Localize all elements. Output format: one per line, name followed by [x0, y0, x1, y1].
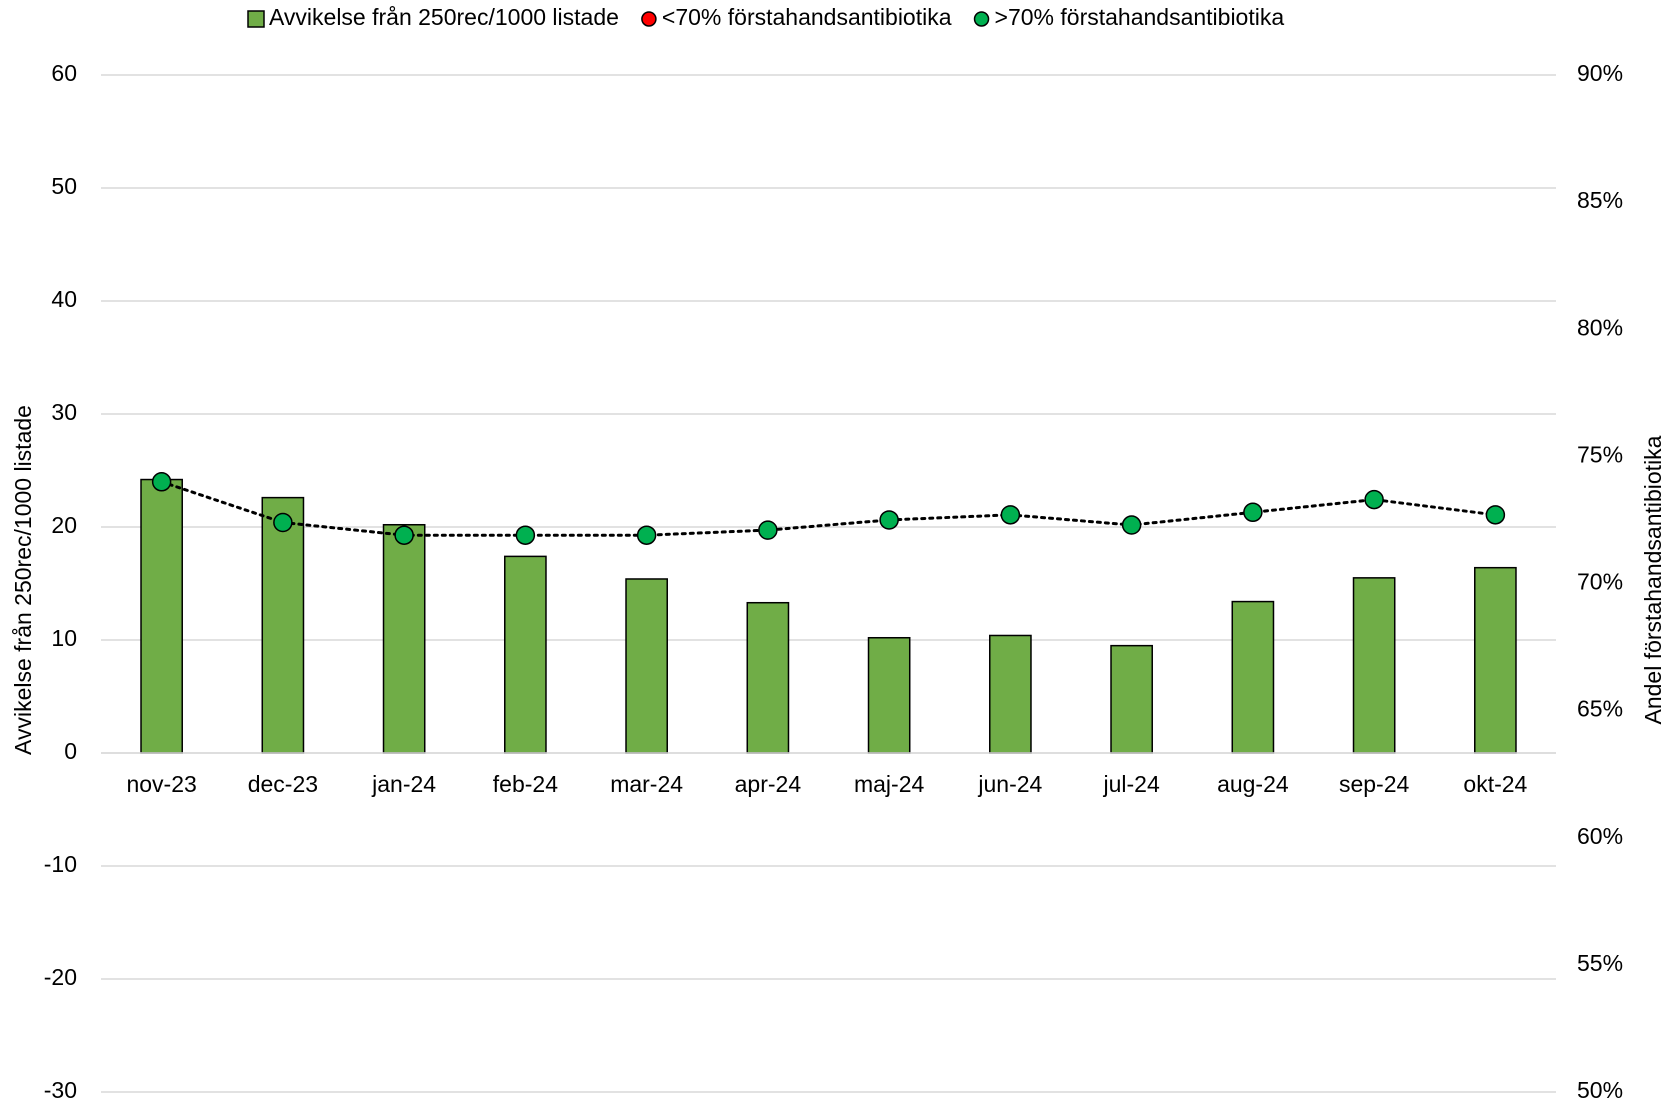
y2-tick-label: 50% — [1577, 1077, 1623, 1103]
x-tick-label: sep-24 — [1339, 771, 1410, 797]
legend-swatch — [247, 10, 265, 28]
x-tick-label: apr-24 — [735, 771, 802, 797]
y2-tick-label: 70% — [1577, 569, 1623, 595]
x-tick-label: maj-24 — [854, 771, 925, 797]
y-tick-label: 20 — [51, 512, 77, 538]
point — [1364, 489, 1384, 510]
x-tick-label: jun-24 — [977, 771, 1042, 797]
y2-tick-label: 65% — [1577, 696, 1623, 722]
y2-tick-label: 85% — [1577, 187, 1623, 213]
y-tick-label: -10 — [44, 851, 77, 877]
point — [636, 525, 657, 545]
point — [151, 472, 172, 492]
y2-tick-label: 80% — [1577, 314, 1623, 340]
point — [879, 510, 899, 530]
y-tick-label: -30 — [44, 1077, 77, 1103]
legend-label: Avvikelse från 250rec/1000 listade — [269, 4, 619, 30]
bar — [989, 634, 1032, 754]
x-tick-label: okt-24 — [1463, 771, 1527, 797]
x-tick-label: jul-24 — [1102, 771, 1159, 797]
series-line — [160, 480, 1497, 537]
y2-tick-label: 90% — [1577, 60, 1623, 86]
x-tick-label: dec-23 — [248, 771, 318, 797]
point — [1243, 502, 1263, 523]
point — [394, 525, 414, 545]
bar — [1231, 600, 1275, 754]
y2-tick-label: 55% — [1577, 950, 1623, 976]
bar — [382, 523, 426, 754]
x-tick-label: feb-24 — [493, 771, 558, 797]
y-tick-label: 0 — [64, 738, 77, 764]
y2-axis-title: Andel förstahandsantibiotika — [1640, 435, 1666, 724]
point — [1000, 505, 1021, 525]
legend-label: <70% förstahandsantibiotika — [662, 4, 952, 30]
bar — [504, 555, 547, 754]
point — [1121, 515, 1142, 535]
bar — [625, 578, 668, 754]
y2-tick-label: 60% — [1577, 823, 1623, 849]
point — [758, 520, 778, 540]
x-tick-label: nov-23 — [126, 771, 196, 797]
bar — [1474, 566, 1517, 754]
bar — [261, 496, 305, 754]
legend-swatch — [973, 11, 990, 27]
point — [515, 525, 536, 545]
x-tick-label: mar-24 — [610, 771, 683, 797]
x-tick-label: aug-24 — [1217, 771, 1289, 797]
y-axis-title: Avvikelse från 250rec/1000 listade — [10, 405, 36, 755]
y-tick-label: 40 — [51, 286, 77, 312]
legend-swatch — [641, 11, 657, 27]
bar — [1352, 577, 1396, 754]
legend-label: >70% förstahandsantibiotika — [995, 4, 1285, 30]
y-tick-label: 50 — [51, 173, 77, 199]
bar — [867, 636, 911, 754]
y-tick-label: 60 — [51, 60, 77, 86]
point — [1485, 505, 1506, 525]
y-tick-label: -20 — [44, 964, 77, 990]
x-tick-label: jan-24 — [371, 771, 436, 797]
point — [273, 512, 293, 533]
bar — [140, 478, 183, 754]
y-tick-label: 10 — [51, 625, 77, 651]
bar — [1110, 644, 1153, 754]
y-tick-label: 30 — [51, 399, 77, 425]
y2-tick-label: 75% — [1577, 441, 1623, 467]
bar — [746, 601, 790, 754]
